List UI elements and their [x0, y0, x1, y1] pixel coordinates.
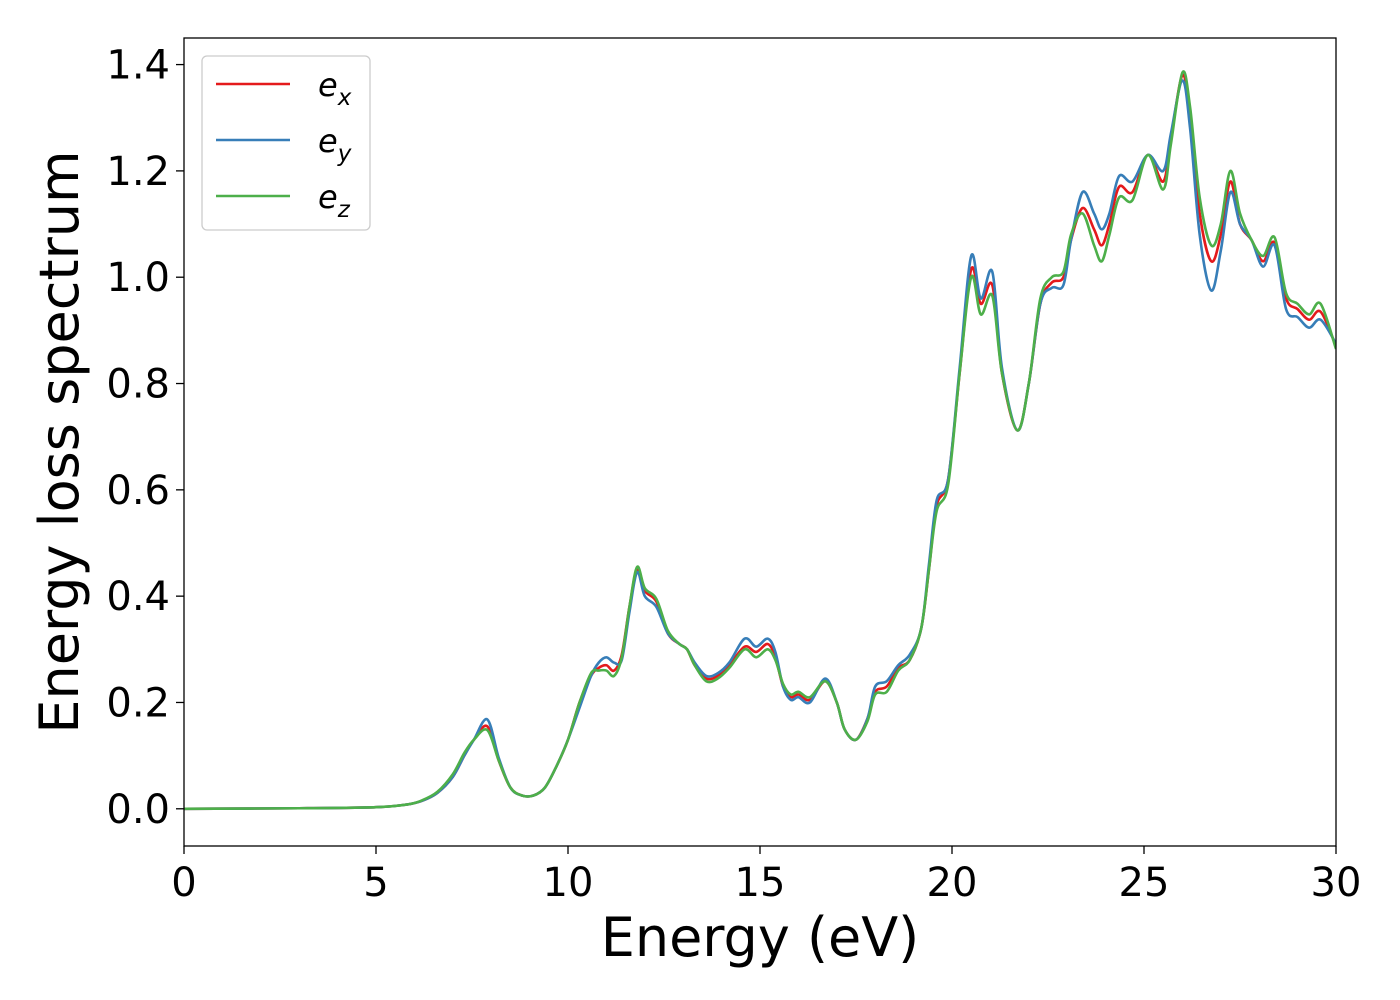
legend-label-ey: ey — [318, 122, 352, 167]
y-tick-label: 0.0 — [106, 787, 170, 833]
x-tick-label: 5 — [363, 860, 388, 906]
y-tick-label: 0.4 — [106, 574, 170, 620]
x-tick-label: 10 — [543, 860, 594, 906]
y-tick-label: 1.2 — [106, 149, 170, 195]
x-tick-label: 20 — [927, 860, 978, 906]
y-axis: 0.0 0.2 0.4 0.6 0.8 1.0 1.2 1.4 — [106, 43, 184, 833]
series-layer — [184, 70, 1336, 811]
x-tick-label: 15 — [735, 860, 786, 906]
legend: ex ey ez — [201, 55, 371, 231]
legend-label-ex: ex — [318, 66, 352, 111]
x-tick-label: 25 — [1119, 860, 1170, 906]
y-tick-label: 0.2 — [106, 680, 170, 726]
series-line-ez — [184, 70, 1336, 811]
y-tick-label: 1.0 — [106, 255, 170, 301]
x-tick-label: 0 — [171, 860, 196, 906]
y-axis-label: Energy loss spectrum — [28, 150, 91, 733]
y-tick-label: 1.4 — [106, 43, 170, 89]
x-tick-label: 30 — [1311, 860, 1362, 906]
y-tick-label: 0.6 — [106, 468, 170, 514]
legend-label-ez: ez — [318, 178, 351, 223]
legend-box — [201, 55, 371, 231]
x-axis-label: Energy (eV) — [601, 906, 920, 969]
x-axis: 0 5 10 15 20 25 30 — [171, 846, 1361, 906]
y-tick-label: 0.8 — [106, 362, 170, 408]
